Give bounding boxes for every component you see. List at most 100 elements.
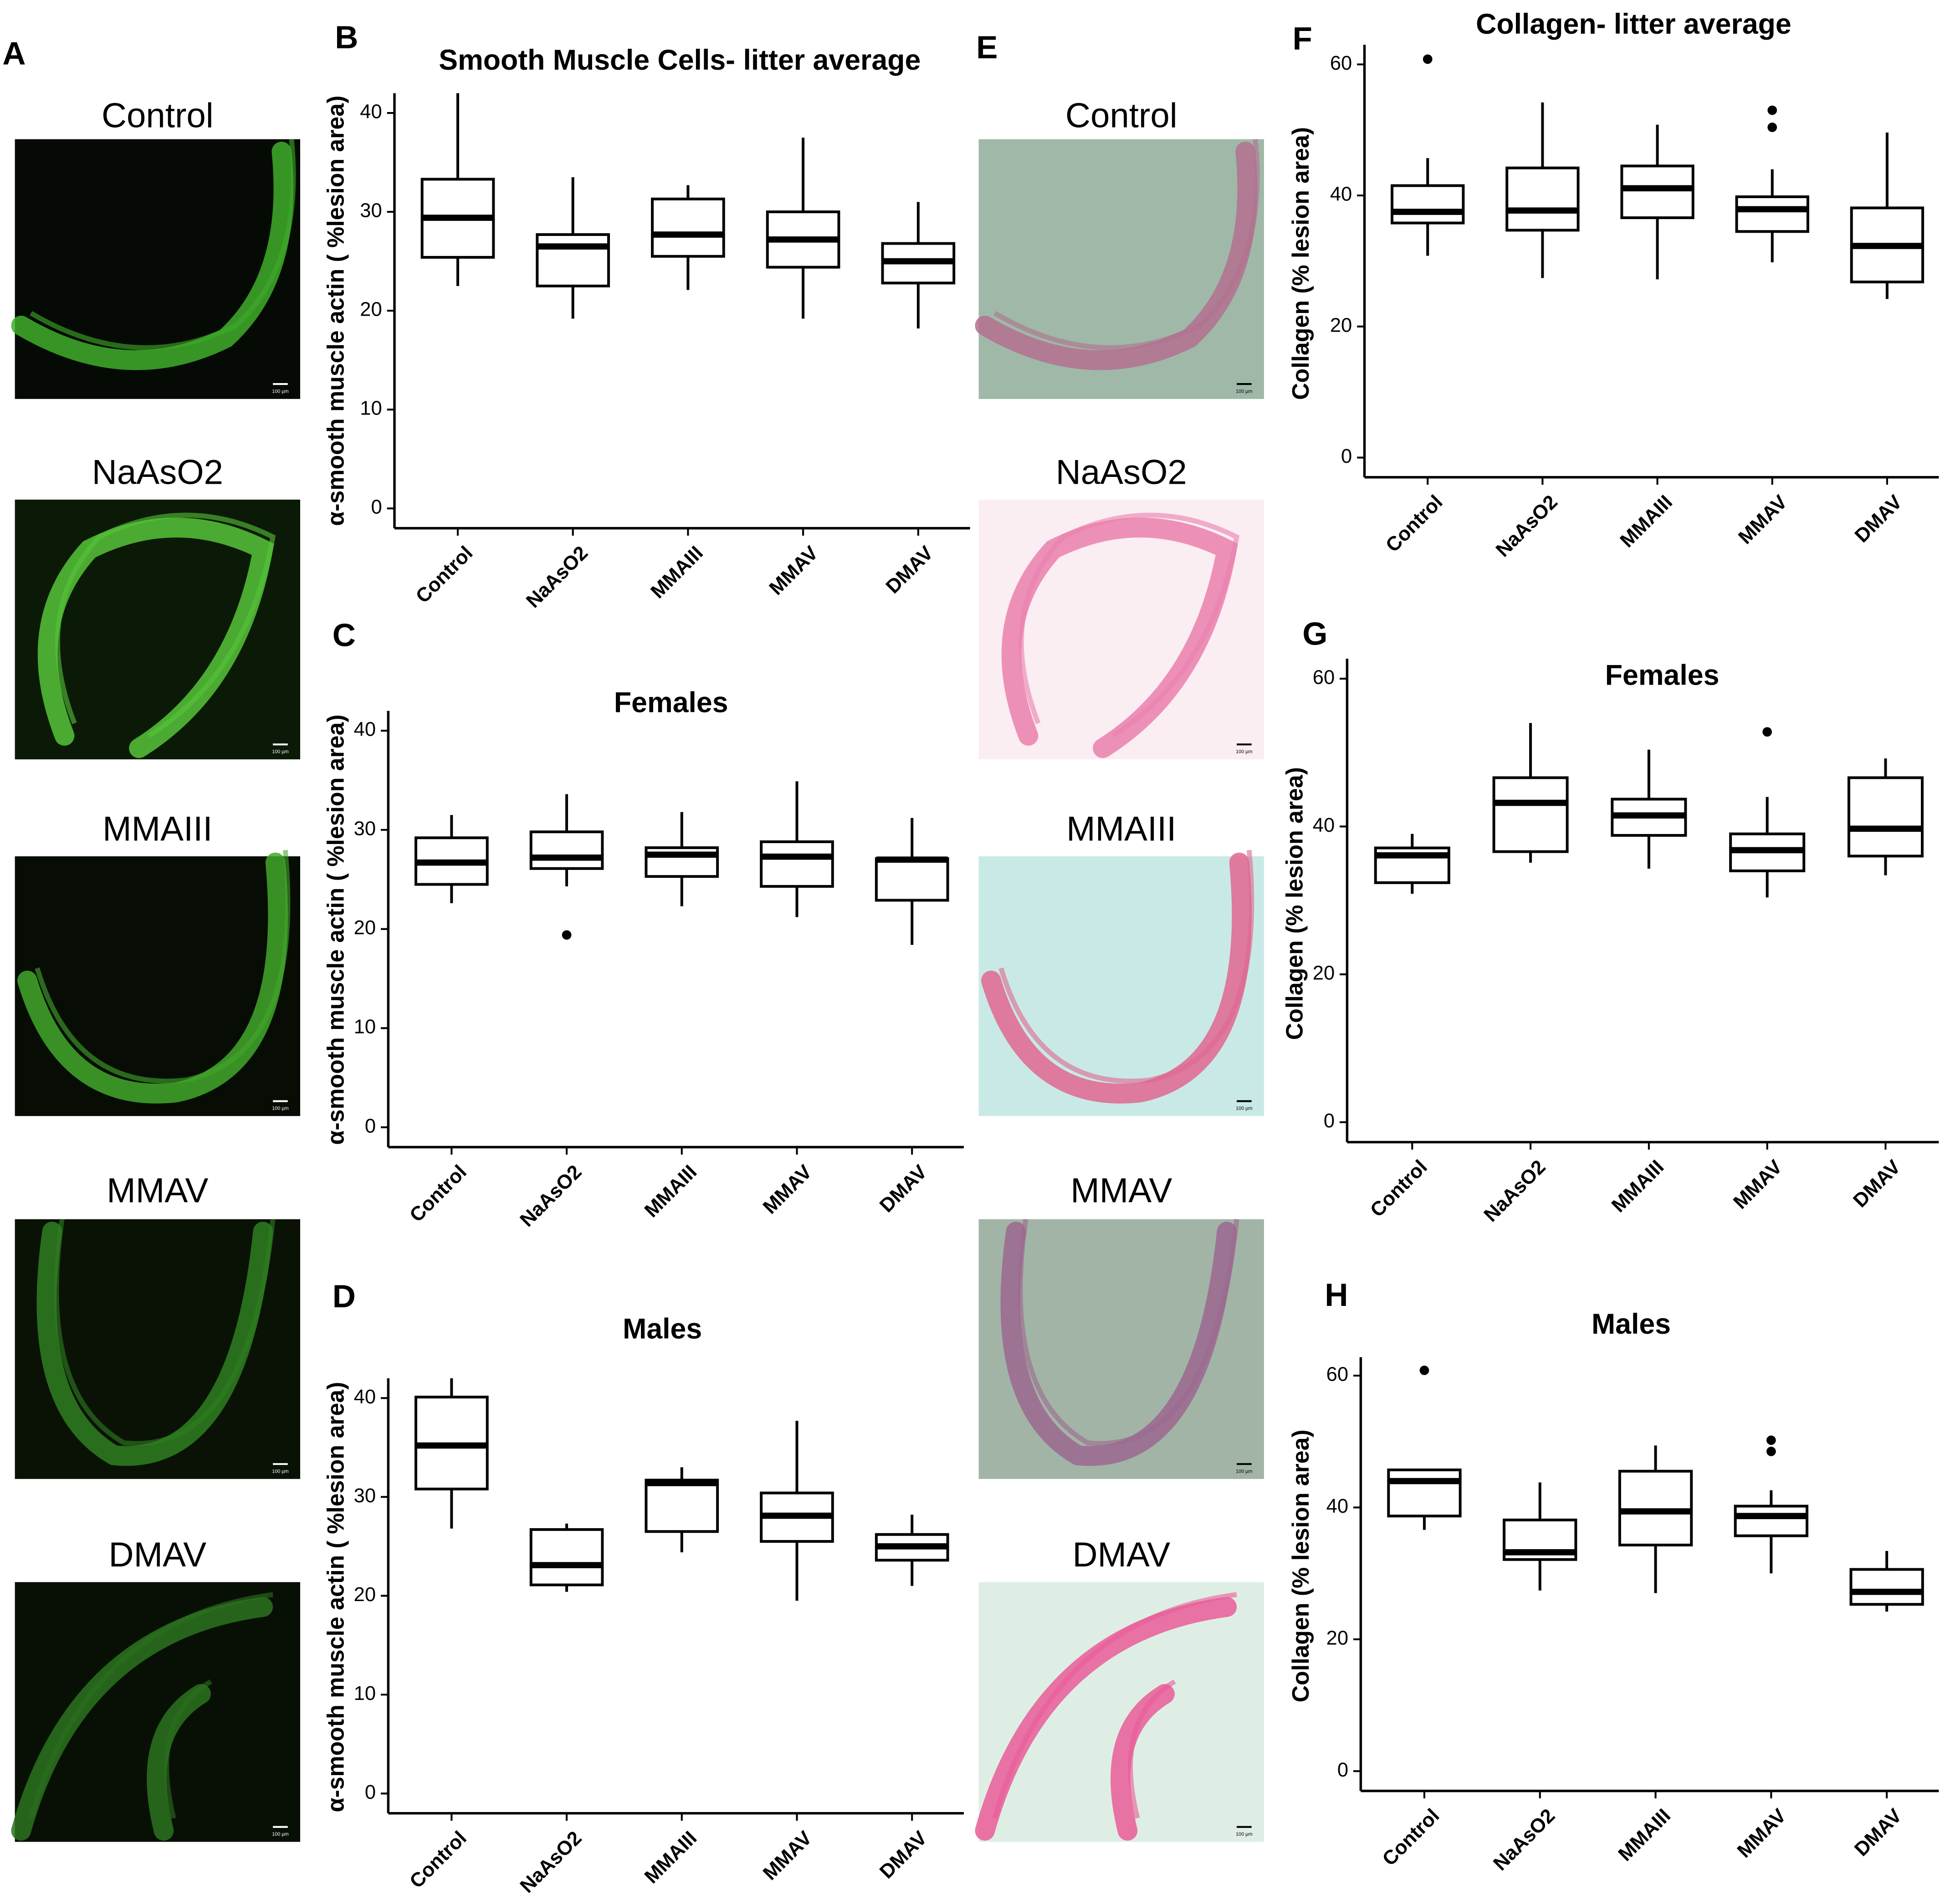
tissue bbox=[17, 852, 288, 1104]
scale-bar-label: 100 µm bbox=[1236, 749, 1253, 755]
box bbox=[529, 830, 604, 870]
y-tick-label: 0 bbox=[1337, 1759, 1348, 1781]
tissue bbox=[981, 852, 1252, 1104]
y-axis-label: Collagen (% lesion area) bbox=[1287, 1429, 1314, 1702]
y-tick-label: 40 bbox=[360, 101, 382, 123]
micrograph-detail bbox=[11, 1592, 273, 1841]
box bbox=[1387, 1468, 1462, 1518]
y-tick-label: 0 bbox=[1341, 445, 1352, 467]
box bbox=[875, 857, 949, 902]
outlier bbox=[1767, 123, 1777, 132]
image-caption: MMAIII bbox=[102, 809, 212, 848]
panel-label: G bbox=[1302, 616, 1327, 652]
micrograph-detail bbox=[1000, 1218, 1239, 1466]
box bbox=[1618, 1469, 1693, 1546]
y-tick-label: 0 bbox=[365, 1115, 376, 1137]
box bbox=[529, 1528, 604, 1587]
tissue bbox=[30, 139, 296, 350]
chart-title: Females bbox=[1605, 660, 1720, 691]
panel-label: F bbox=[1293, 21, 1312, 57]
y-tick-label: 40 bbox=[1313, 814, 1335, 836]
chart-title: Collagen- litter average bbox=[1476, 8, 1791, 40]
tissue bbox=[35, 850, 291, 1084]
image-caption: MMAV bbox=[107, 1171, 208, 1210]
y-tick-label: 0 bbox=[1324, 1110, 1335, 1132]
box bbox=[651, 197, 725, 258]
scale-bar-label: 100 µm bbox=[1236, 1832, 1253, 1837]
y-tick-label: 40 bbox=[354, 719, 376, 741]
box bbox=[1492, 776, 1569, 853]
tissue bbox=[11, 142, 294, 370]
scale-bar-label: 100 µm bbox=[1236, 389, 1253, 394]
micrograph-detail bbox=[1001, 512, 1240, 758]
box bbox=[1847, 776, 1924, 858]
micrograph-detail bbox=[37, 512, 276, 758]
tissue bbox=[1019, 512, 1240, 738]
y-axis-label: α-smooth muscle actin ( %lesion area) bbox=[322, 714, 348, 1145]
box bbox=[760, 840, 834, 888]
tissue bbox=[54, 1218, 276, 1446]
y-tick-label: 60 bbox=[1326, 1363, 1348, 1385]
box bbox=[1620, 164, 1694, 220]
micrograph-detail bbox=[36, 1218, 276, 1466]
micrograph-detail bbox=[17, 850, 291, 1104]
box bbox=[1505, 166, 1580, 232]
outlier bbox=[1423, 54, 1433, 64]
box bbox=[645, 1479, 719, 1533]
box bbox=[1391, 184, 1465, 225]
panel-label: B bbox=[335, 20, 358, 56]
panel-label: D bbox=[333, 1279, 356, 1315]
panel-label: H bbox=[1325, 1277, 1348, 1313]
box bbox=[536, 233, 610, 287]
y-tick-label: 30 bbox=[354, 818, 376, 839]
micrograph bbox=[15, 856, 301, 1116]
chart-title: Females bbox=[614, 687, 728, 719]
tissue bbox=[28, 1592, 273, 1819]
scale-bar-label: 100 µm bbox=[272, 749, 289, 755]
chart-title: Smooth Muscle Cells- litter average bbox=[439, 44, 921, 76]
tissue bbox=[1000, 1222, 1237, 1466]
chart-title: Males bbox=[1592, 1308, 1671, 1340]
y-tick-label: 20 bbox=[1326, 1627, 1348, 1649]
image-caption: DMAV bbox=[1072, 1535, 1170, 1574]
y-tick-label: 10 bbox=[354, 1683, 376, 1704]
image-caption: NaAsO2 bbox=[1056, 453, 1187, 491]
y-axis-label: α-smooth muscle actin ( %lesion area) bbox=[322, 96, 348, 526]
micrograph-detail bbox=[981, 850, 1254, 1104]
y-tick-label: 10 bbox=[354, 1016, 376, 1038]
outlier bbox=[1767, 105, 1777, 115]
chart-title: Males bbox=[623, 1313, 702, 1345]
outlier bbox=[1419, 1366, 1429, 1375]
y-tick-label: 0 bbox=[371, 496, 382, 518]
y-tick-label: 40 bbox=[1326, 1495, 1348, 1517]
y-tick-label: 60 bbox=[1330, 52, 1352, 74]
tissue bbox=[993, 139, 1260, 350]
y-tick-label: 30 bbox=[360, 200, 382, 222]
image-caption: DMAV bbox=[109, 1535, 207, 1574]
tissue bbox=[1018, 1218, 1239, 1446]
y-axis-label: Collagen (% lesion area) bbox=[1281, 767, 1307, 1040]
image-caption: MMAIII bbox=[1066, 809, 1176, 848]
y-tick-label: 0 bbox=[365, 1781, 376, 1803]
y-tick-label: 30 bbox=[354, 1485, 376, 1507]
micrograph-detail bbox=[975, 139, 1260, 370]
outlier bbox=[1766, 1435, 1776, 1445]
y-tick-label: 20 bbox=[360, 299, 382, 321]
tissue bbox=[992, 1592, 1237, 1819]
image-caption: MMAV bbox=[1070, 1171, 1172, 1210]
y-tick-label: 10 bbox=[360, 398, 382, 420]
y-axis-label: Collagen (% lesion area) bbox=[1287, 127, 1314, 400]
scale-bar-label: 100 µm bbox=[272, 1832, 289, 1837]
micrograph-detail bbox=[975, 1592, 1237, 1841]
y-tick-label: 40 bbox=[354, 1386, 376, 1408]
outlier bbox=[562, 930, 572, 940]
image-caption: NaAsO2 bbox=[92, 453, 223, 491]
tissue bbox=[36, 1222, 273, 1466]
outlier bbox=[1762, 727, 1772, 737]
image-caption: Control bbox=[1065, 96, 1177, 135]
y-tick-label: 20 bbox=[354, 1584, 376, 1606]
scale-bar-label: 100 µm bbox=[272, 1469, 289, 1474]
y-axis-label: α-smooth muscle actin ( %lesion area) bbox=[322, 1382, 348, 1812]
